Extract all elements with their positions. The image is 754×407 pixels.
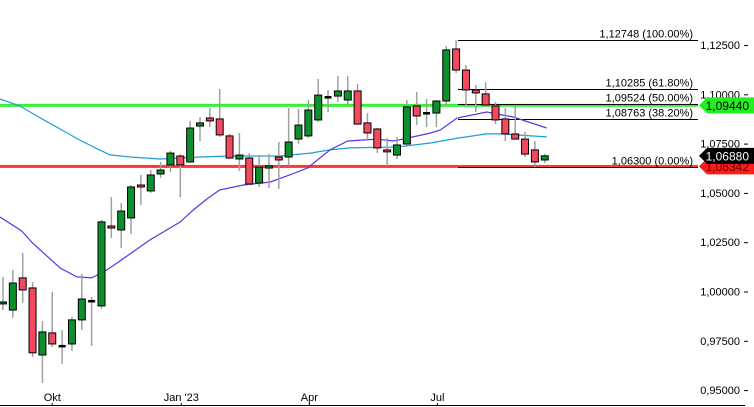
y-tick-label: 1,05000 [700,188,740,200]
y-tick-label: 1,02500 [700,237,740,249]
candle-body [471,89,480,94]
moving-average-line [0,111,547,279]
candle-body [304,109,313,137]
candle-doji [88,299,96,303]
green-price-tag [699,97,754,114]
x-tick-label: Jan '23 [164,392,199,404]
fib-label: 1,10285 (61.80%) [606,78,693,90]
horizontal-line [0,164,698,168]
candle-body [136,184,145,188]
candle-body [196,122,204,127]
candle-body [530,149,539,163]
candle-body [225,135,234,159]
candle-body [491,105,500,121]
candle-body [383,149,392,153]
candle-body [461,69,470,91]
candle-body [363,122,372,134]
green-price-tag-text: 1,09440 [706,99,750,113]
fib-label: 1,06300 (0.00%) [612,156,693,168]
candle-body [255,166,264,184]
y-tick-label: 1,12500 [700,40,740,52]
y-tick-label: 0,95000 [700,385,740,397]
candle-body [353,90,362,125]
candle-body [501,118,510,135]
candle-body [176,155,185,166]
fib-label: 1,09524 (50.00%) [606,93,693,105]
candle-body [284,141,293,158]
candle-body [294,124,303,140]
candle-body [8,282,17,311]
candle-body [107,225,116,229]
candle-body [402,106,411,145]
x-tick-label: Okt [44,392,61,404]
candle-body [245,157,254,185]
candle-body [127,186,136,219]
candle-body [117,210,126,231]
y-tick-label: 0,97500 [700,336,740,348]
y-tick-label: 1,00000 [700,287,740,299]
candle-body [28,287,37,354]
candle-body [67,319,76,345]
candle-body [146,174,155,192]
candle-doji [324,96,332,99]
candle-body [481,93,490,106]
candle-body [156,169,165,175]
horizontal-line [0,103,698,107]
x-tick-label: Jul [430,392,444,404]
candle-body [166,152,175,166]
candle-body [205,117,214,122]
candle-body [432,100,441,114]
candle-body [264,165,273,169]
candle-body [452,48,461,71]
candle-body [18,277,27,291]
candle-body [343,90,352,101]
last-price-tag [699,147,754,164]
candle-body [442,49,451,102]
candle-body [186,127,195,163]
candle-body [38,331,47,356]
candle-body [393,144,401,156]
fib-label: 1,08763 (38.20%) [606,108,693,120]
x-tick-label: Apr [301,392,318,404]
candle-body [48,332,57,345]
fib-label: 1,12748 (100.00%) [599,29,693,41]
candle-body [540,155,549,161]
candle-body [215,118,224,136]
candle-doji [423,112,431,115]
candle-body [235,154,244,160]
candle-body [97,221,106,307]
candle-body [521,138,530,155]
candle-body [314,94,323,121]
moving-average-line [0,98,547,160]
candle-body [511,133,520,140]
last-price-tag-text: 1,06880 [706,149,750,163]
candle-body [333,90,342,97]
candle-body [274,156,283,161]
y-tick-label: 1,07500 [700,139,740,151]
candle-body [0,301,7,305]
candle-body [77,298,86,321]
candle-body [412,105,421,117]
candle-body [373,128,382,149]
candle-doji [58,344,66,348]
